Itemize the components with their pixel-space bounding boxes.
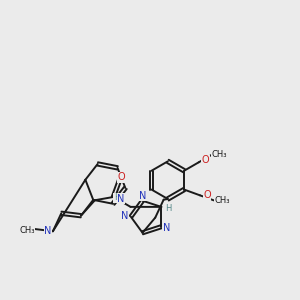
Text: N: N	[163, 223, 170, 233]
Text: CH₃: CH₃	[214, 196, 230, 205]
Text: O: O	[202, 155, 209, 165]
Text: N: N	[117, 194, 125, 204]
Text: H: H	[165, 204, 172, 213]
Text: H: H	[114, 194, 120, 202]
Text: N: N	[139, 191, 146, 201]
Text: O: O	[203, 190, 211, 200]
Text: N: N	[121, 211, 129, 221]
Text: CH₃: CH₃	[212, 150, 227, 159]
Text: O: O	[118, 172, 125, 182]
Text: N: N	[44, 226, 52, 236]
Text: CH₃: CH₃	[20, 226, 35, 235]
